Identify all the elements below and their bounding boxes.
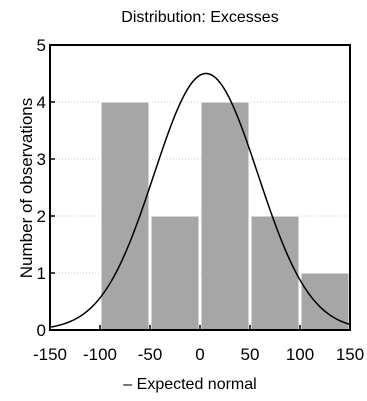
- x-tick-label: -100: [83, 345, 117, 364]
- x-tick-labels: -150 -100 -50 0 50 100 150: [33, 345, 364, 364]
- histogram-bar-3: [250, 215, 300, 331]
- expected-normal-curve: [49, 72, 351, 328]
- x-tick-label: -150: [33, 345, 67, 364]
- histogram-bar-2: [200, 101, 250, 331]
- x-tick-label: -50: [138, 345, 163, 364]
- histogram-bar-1: [150, 215, 200, 331]
- y-axis-label: Number of observations: [17, 98, 36, 278]
- histogram-bar-0: [100, 101, 150, 331]
- y-tick-label: 3: [37, 150, 46, 169]
- y-tick-label: 4: [37, 93, 46, 112]
- x-tick-label: 150: [336, 345, 364, 364]
- x-tick-label: 0: [195, 345, 204, 364]
- chart-title: Distribution: Excesses: [121, 9, 278, 26]
- y-tick-labels: 0 1 2 3 4 5: [37, 36, 46, 340]
- legend-expected-normal: – Expected normal: [123, 376, 256, 393]
- axis-ticks: [49, 44, 351, 331]
- y-tick-label: 2: [37, 207, 46, 226]
- x-tick-label: 50: [241, 345, 260, 364]
- x-tick-label: 100: [286, 345, 314, 364]
- y-tick-label: 1: [37, 264, 46, 283]
- y-tick-label: 0: [37, 321, 46, 340]
- gridlines: [50, 101, 350, 274]
- y-tick-label: 5: [37, 36, 46, 55]
